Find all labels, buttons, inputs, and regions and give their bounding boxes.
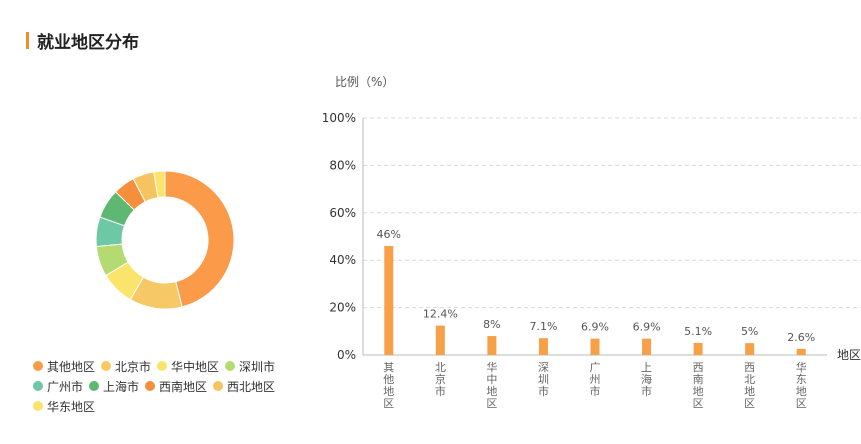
legend-item[interactable]: 广州市 (33, 378, 83, 395)
legend-label: 西北地区 (227, 379, 276, 394)
legend-label: 西南地区 (159, 379, 208, 394)
bar-value-label: 2.6% (787, 331, 815, 344)
legend-color-dot (157, 361, 168, 371)
legend-label: 深圳市 (239, 359, 276, 374)
legend-label: 上海市 (103, 379, 140, 394)
donut-slice[interactable] (164, 170, 235, 308)
x-tick-label: 广州市 (590, 361, 601, 398)
x-tick-label: 华中地区 (486, 360, 497, 410)
bar-value-label: 12.4% (423, 308, 458, 321)
bar-value-label: 5% (741, 325, 758, 338)
legend-row: 其他地区 北京市 华中地区 深圳市 (33, 356, 313, 376)
legend-row: 华东地区 (33, 396, 313, 416)
bar-value-label: 5.1% (684, 325, 712, 338)
legend-label: 华中地区 (171, 359, 220, 374)
bar-value-label: 6.9% (581, 321, 609, 334)
bar[interactable] (796, 348, 806, 355)
bar[interactable] (590, 338, 600, 355)
legend-color-dot (225, 361, 236, 371)
y-axis-title: 比例（%） (335, 75, 394, 89)
bar-value-label: 46% (377, 228, 401, 241)
y-tick-label: 60% (329, 206, 356, 220)
legend-color-dot (101, 361, 112, 371)
legend-color-dot (33, 361, 43, 371)
y-tick-label: 40% (329, 253, 356, 267)
bar[interactable] (435, 325, 445, 355)
legend-color-dot (89, 381, 100, 391)
section-title: 就业地区分布 (37, 32, 139, 53)
y-tick-label: 100% (322, 111, 356, 125)
legend-item[interactable]: 深圳市 (225, 358, 275, 375)
bar[interactable] (487, 336, 497, 355)
legend-color-dot (145, 381, 156, 391)
bar[interactable] (745, 343, 755, 355)
y-tick-label: 0% (337, 348, 356, 362)
section-header: 就业地区分布 (26, 28, 139, 53)
legend-item[interactable]: 北京市 (101, 358, 151, 375)
legend-color-dot (33, 401, 43, 411)
legend-item[interactable]: 西南地区 (145, 378, 207, 395)
x-tick-label: 深圳市 (538, 361, 549, 398)
legend-item[interactable]: 其他地区 (33, 358, 95, 375)
x-tick-label: 其他地区 (383, 361, 394, 410)
bar-chart: 比例（%） 0% 20% 40% 60% 80% 100% 地区 46% 其他地区 12.4% 北京市… (322, 75, 861, 410)
legend-row: 广州市 上海市 西南地区 西北地区 (33, 376, 313, 396)
legend-item[interactable]: 华东地区 (33, 398, 95, 415)
bar[interactable] (693, 342, 703, 355)
x-tick-label: 西北地区 (744, 361, 755, 410)
legend-label: 华东地区 (47, 399, 96, 414)
bar-value-label: 7.1% (529, 320, 557, 333)
x-tick-label: 北京市 (435, 361, 446, 398)
x-tick-label: 上海市 (641, 361, 652, 398)
legend-color-dot (33, 381, 43, 391)
x-tick-label: 西南地区 (693, 361, 704, 410)
legend-item[interactable]: 华中地区 (157, 358, 219, 375)
y-tick-label: 20% (329, 301, 356, 315)
donut-legend: 其他地区 北京市 华中地区 深圳市广州市 上海市 西南地区 西北地区华东地区 (33, 356, 313, 416)
bar[interactable] (642, 338, 652, 355)
legend-label: 其他地区 (47, 359, 96, 374)
bar[interactable] (384, 245, 394, 355)
y-tick-label: 80% (329, 158, 356, 172)
legend-label: 广州市 (47, 379, 84, 394)
donut-chart (95, 170, 235, 310)
bar[interactable] (538, 338, 548, 355)
donut-slice[interactable] (153, 170, 166, 199)
legend-color-dot (213, 381, 224, 391)
legend-label: 北京市 (115, 359, 152, 374)
legend-item[interactable]: 上海市 (89, 378, 139, 395)
accent-bar (26, 31, 29, 49)
bar-value-label: 8% (483, 318, 500, 331)
x-axis-title: 地区 (837, 348, 861, 362)
bar-value-label: 6.9% (633, 321, 661, 334)
x-tick-label: 华东地区 (796, 360, 807, 410)
legend-item[interactable]: 西北地区 (213, 378, 275, 395)
